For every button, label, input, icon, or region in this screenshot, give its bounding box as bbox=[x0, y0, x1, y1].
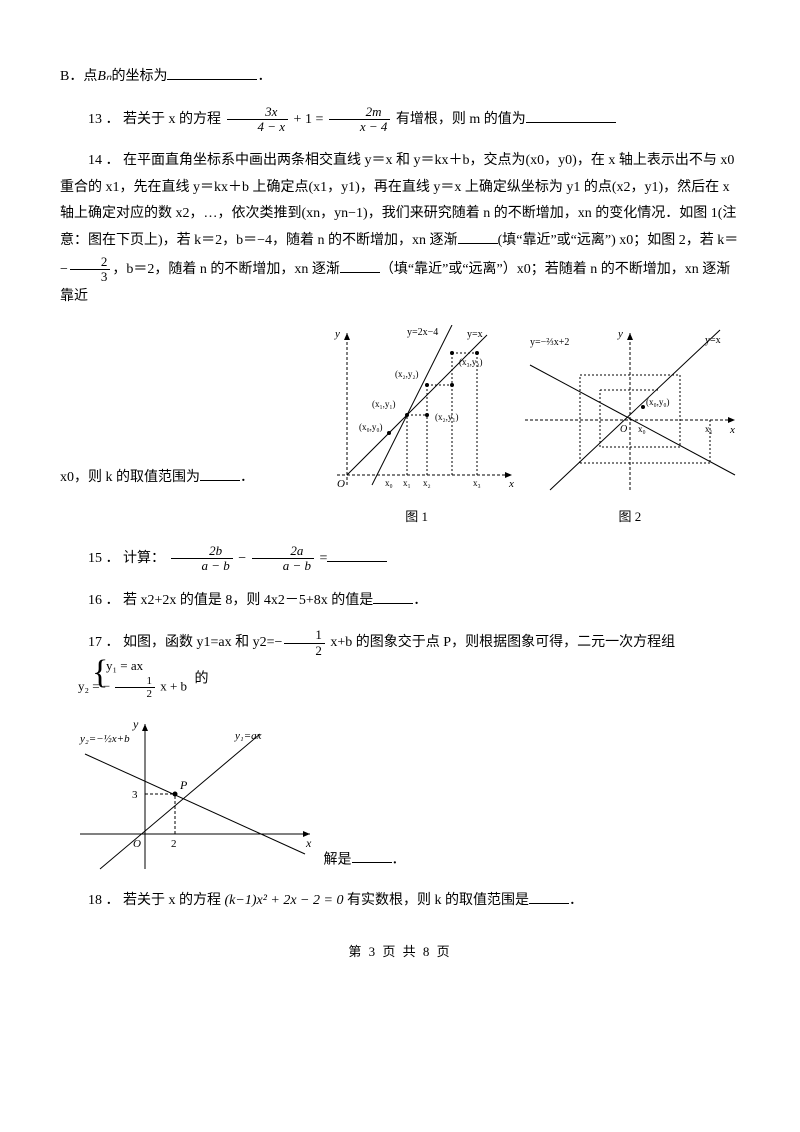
qb-blank bbox=[167, 65, 257, 80]
q14-fig1: x y O y=2x−4 y=x (x₀,y₀ bbox=[317, 325, 517, 495]
page-footer: 第 3 页 共 8 页 bbox=[60, 940, 740, 965]
svg-text:O: O bbox=[337, 478, 345, 490]
svg-text:x₁: x₁ bbox=[705, 424, 713, 434]
qb-prefix: B．点 bbox=[60, 69, 97, 84]
question-b: B．点Bₙ的坐标为 ． bbox=[60, 64, 740, 91]
svg-text:x: x bbox=[729, 424, 735, 436]
svg-text:x₀: x₀ bbox=[385, 478, 393, 488]
q13-mid: + 1 = bbox=[290, 112, 327, 127]
svg-text:(x₃,y₂): (x₃,y₂) bbox=[459, 357, 483, 367]
svg-text:x: x bbox=[508, 478, 514, 490]
svg-text:2: 2 bbox=[171, 838, 177, 850]
svg-text:x₃: x₃ bbox=[473, 478, 481, 488]
q17-t4: 解是 bbox=[324, 852, 352, 867]
qb-end: ． bbox=[257, 69, 271, 84]
svg-text:y=−⅔x+2: y=−⅔x+2 bbox=[530, 337, 569, 348]
q13-after: 有增根，则 m 的值为 bbox=[396, 112, 526, 127]
svg-text:y₁=ax: y₁=ax bbox=[234, 730, 262, 742]
svg-text:y=x: y=x bbox=[705, 335, 721, 346]
svg-text:x₂: x₂ bbox=[423, 478, 431, 488]
svg-text:P: P bbox=[179, 778, 188, 792]
svg-text:y=2x−4: y=2x−4 bbox=[407, 327, 438, 338]
q15-frac1: 2ba − b bbox=[171, 544, 233, 574]
question-14-p1: 14 ． 在平面直角坐标系中画出两条相交直线 y＝x 和 y＝kx＋b，交点为(… bbox=[60, 148, 740, 311]
question-14-figrow: x y O y=2x−4 y=x (x₀,y₀ bbox=[60, 325, 740, 530]
q14-blank3 bbox=[200, 466, 240, 481]
q17-blank bbox=[352, 848, 392, 863]
qb-suffix: 的坐标为 bbox=[111, 69, 167, 84]
q13-blank bbox=[526, 108, 616, 123]
q14-figures: x y O y=2x−4 y=x (x₀,y₀ bbox=[317, 325, 741, 530]
q14-neg: − bbox=[60, 262, 68, 277]
svg-text:y: y bbox=[132, 717, 139, 731]
q14-fig2: x y O y=x y=−⅔x+2 (x₀,y₀) x₀ x₁ bbox=[520, 325, 740, 495]
svg-text:(x₁,y₁): (x₁,y₁) bbox=[372, 399, 396, 409]
svg-text:y: y bbox=[334, 328, 340, 340]
svg-text:x₁: x₁ bbox=[403, 478, 411, 488]
svg-text:3: 3 bbox=[132, 789, 138, 801]
svg-text:y₂=−½x+b: y₂=−½x+b bbox=[79, 733, 130, 745]
q17-figure: x y O y₁=ax y₂=−½x+b P 3 2 bbox=[60, 714, 320, 874]
question-17: 17 ． 如图，函数 y1=ax 和 y2=−12 x+b 的图象交于点 P，则… bbox=[60, 628, 740, 700]
question-13: 13 ． 若关于 x 的方程 3x 4 − x + 1 = 2m x − 4 有… bbox=[60, 105, 740, 135]
q13-label: 13 ． 若关于 x 的方程 bbox=[88, 112, 221, 127]
q14-captions: 图 1 图 2 bbox=[317, 505, 741, 530]
q17-half: 12 bbox=[284, 628, 325, 658]
qb-sym: Bₙ bbox=[97, 69, 111, 84]
question-16: 16 ． 若 x2+2x 的值是 8，则 4x2－5+8x 的值是． bbox=[60, 588, 740, 615]
q18-eq: (k−1)x² + 2x − 2 = 0 bbox=[225, 893, 344, 908]
q16-blank bbox=[373, 589, 413, 604]
svg-text:(x₂,y₁): (x₂,y₁) bbox=[435, 412, 459, 422]
question-17-fig-row: x y O y₁=ax y₂=−½x+b P 3 2 解是． bbox=[60, 714, 740, 874]
q13-frac1: 3x 4 − x bbox=[227, 105, 289, 135]
svg-text:x₀: x₀ bbox=[638, 424, 646, 434]
svg-text:(x₀,y₀): (x₀,y₀) bbox=[646, 397, 670, 407]
q14-blank2 bbox=[340, 258, 380, 273]
svg-text:x: x bbox=[305, 836, 312, 850]
q15-blank bbox=[327, 547, 387, 562]
svg-text:(x₂,y₂): (x₂,y₂) bbox=[395, 369, 419, 379]
q13-frac2: 2m x − 4 bbox=[329, 105, 391, 135]
q14-frac: 23 bbox=[70, 255, 111, 285]
svg-text:O: O bbox=[620, 424, 627, 435]
q18-blank bbox=[529, 889, 569, 904]
svg-text:y: y bbox=[617, 328, 623, 340]
q17-system: y₁ = ax y₂ = − 12 x + b bbox=[64, 658, 187, 700]
question-15: 15 ． 计算： 2ba − b − 2aa − b = bbox=[60, 544, 740, 574]
q15-frac2: 2aa − b bbox=[252, 544, 314, 574]
svg-text:y=x: y=x bbox=[467, 329, 483, 340]
question-18: 18 ． 若关于 x 的方程 (k−1)x² + 2x − 2 = 0 有实数根… bbox=[60, 888, 740, 915]
q14-blank1 bbox=[458, 229, 498, 244]
svg-text:(x₀,y₀): (x₀,y₀) bbox=[359, 422, 383, 432]
